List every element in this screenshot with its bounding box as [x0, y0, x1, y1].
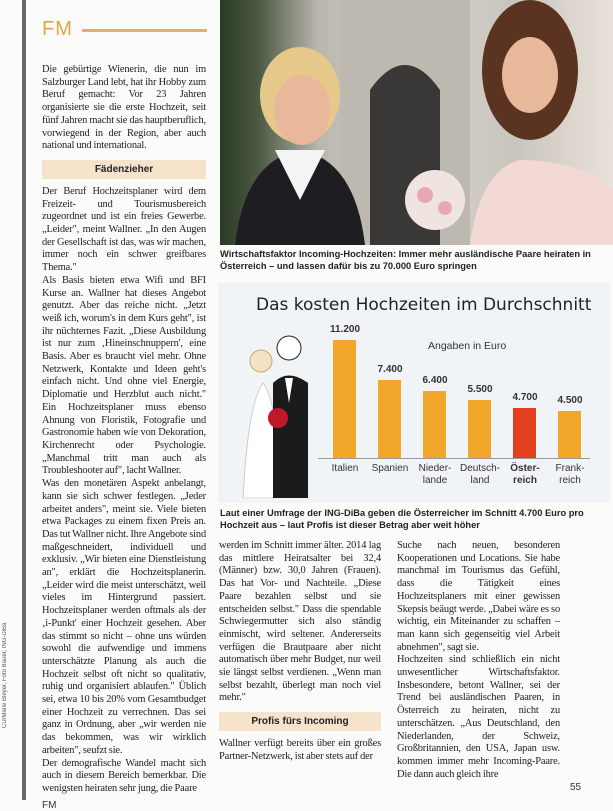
category-label: Italien — [331, 463, 359, 474]
paragraph: Wallner verfügt bereits über ein großes … — [219, 738, 381, 762]
category-label: Deutsch- land — [459, 463, 500, 486]
category-label: Spanien — [371, 463, 409, 474]
photo-caption: Wirtschaftsfaktor Incoming-Hochzeiten: I… — [220, 249, 591, 271]
subheading: Fädenzieher — [42, 159, 206, 179]
value-label: 4.700 — [512, 392, 538, 404]
bar-0 — [333, 340, 356, 458]
paragraph: Suche nach neuen, besonderen Kooperation… — [397, 540, 560, 653]
bar-2 — [423, 390, 446, 458]
column-3: Suche nach neuen, besonderen Kooperation… — [397, 540, 560, 781]
header-rule — [82, 29, 207, 32]
wedding-cost-chart: Das kosten Hochzeiten im Durchschnitt An… — [218, 283, 610, 503]
bar-4 — [513, 408, 536, 458]
value-label: 4.500 — [557, 394, 583, 406]
category-label: Frank- reich — [555, 463, 585, 486]
chart-baseline — [318, 458, 590, 459]
subheading: Profis fürs Incoming — [219, 712, 381, 732]
paragraph: Der demografische Wandel macht sich auch… — [42, 757, 206, 794]
bar-1 — [378, 380, 401, 458]
couple-illustration — [242, 335, 308, 498]
section-logo: FM — [42, 18, 73, 40]
paragraph: Hochzeiten sind schließlich ein nicht un… — [397, 654, 560, 780]
chart-caption: Laut einer Umfrage der ING-DiBa geben di… — [220, 508, 584, 530]
paragraph: Als Basis bieten etwa Wifi und BFI Kurse… — [42, 274, 206, 477]
value-label: 11.200 — [329, 324, 361, 335]
bar-5 — [558, 410, 581, 458]
bar-3 — [468, 400, 491, 458]
category-label: Öster- reich — [510, 463, 540, 486]
paragraph: Der Beruf Hochzeitsplaner wird dem Freiz… — [42, 185, 206, 274]
category-label: Nieder- lande — [418, 463, 452, 486]
wedding-photo — [220, 0, 613, 245]
paragraph: werden im Schnitt immer älter. 2014 lag … — [219, 540, 381, 704]
paragraph: Was den monetären Aspekt anbelangt, kann… — [42, 478, 206, 756]
footer-section: FM — [42, 800, 57, 811]
page-number: 55 — [570, 782, 582, 793]
chart-title: Das kosten Hochzeiten im Durchschnitt — [256, 295, 592, 315]
chart-unit-label: Angaben in Euro — [428, 340, 507, 352]
photo-credit: CU/Marie Bleyer, Foto Bauer, ING-DiBa — [2, 622, 8, 728]
column-2: werden im Schnitt immer älter. 2014 lag … — [219, 540, 381, 764]
value-label: 6.400 — [422, 374, 448, 386]
column-1: Die gebürtige Wienerin, die nun im Salzb… — [42, 64, 206, 796]
value-label: 7.400 — [377, 364, 403, 376]
value-label: 5.500 — [467, 384, 493, 396]
page-spine — [22, 0, 26, 800]
paragraph: Die gebürtige Wienerin, die nun im Salzb… — [42, 64, 206, 152]
